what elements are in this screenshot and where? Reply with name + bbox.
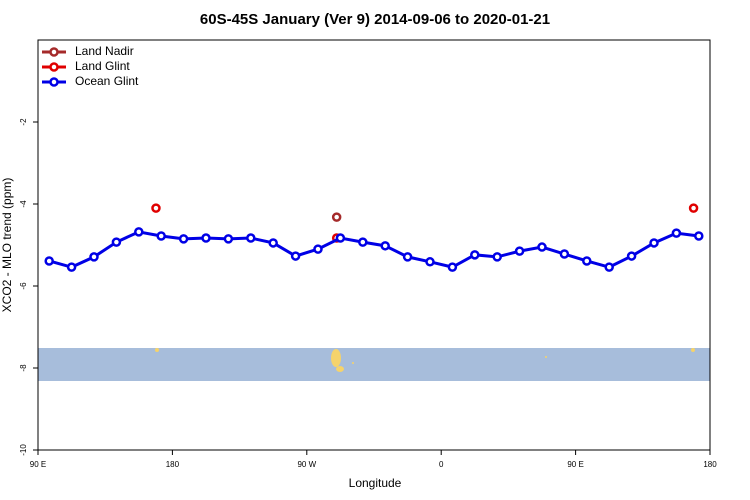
x-tick-label: 180 <box>166 460 180 469</box>
point <box>358 237 368 247</box>
x-tick-label: 0 <box>439 460 444 469</box>
legend-marker <box>49 62 59 72</box>
point <box>447 262 458 272</box>
point <box>559 249 570 259</box>
map-band <box>38 348 710 381</box>
point <box>290 251 301 261</box>
point <box>492 252 502 262</box>
point <box>246 233 256 243</box>
x-tick-label: 90 W <box>297 460 316 469</box>
y-tick-label: -4 <box>19 200 28 208</box>
y-axis-label: XCO2 - MLO trend (ppm) <box>0 178 14 313</box>
point <box>582 256 592 266</box>
legend-label: Land Nadir <box>75 44 134 58</box>
point <box>688 203 699 213</box>
y-tick-label: -10 <box>19 444 28 456</box>
point <box>313 244 323 254</box>
point <box>156 231 166 241</box>
point <box>626 251 637 261</box>
x-tick-label: 90 E <box>30 460 46 469</box>
point <box>331 212 342 222</box>
point <box>151 203 161 213</box>
point <box>537 242 547 252</box>
point <box>111 237 122 247</box>
chart-title: 60S-45S January (Ver 9) 2014-09-06 to 20… <box>200 11 550 28</box>
legend-marker <box>49 77 59 87</box>
point <box>335 233 346 243</box>
point <box>694 231 704 241</box>
point <box>44 256 54 266</box>
point <box>514 246 525 256</box>
plot-frame <box>37 39 711 451</box>
point <box>649 238 659 248</box>
point <box>402 252 413 262</box>
point <box>604 262 614 272</box>
x-tick-label: 90 E <box>567 460 583 469</box>
y-tick-label: -6 <box>19 282 28 290</box>
point <box>89 252 99 262</box>
point <box>178 234 189 244</box>
point <box>201 233 211 243</box>
point <box>268 238 278 248</box>
point <box>223 234 234 244</box>
y-tick-label: -8 <box>19 364 28 372</box>
y-tick-label: -2 <box>19 118 28 126</box>
point <box>66 262 77 272</box>
x-axis-label: Longitude <box>349 476 402 490</box>
point <box>425 257 435 267</box>
legend-label: Land Glint <box>75 59 130 73</box>
series-line <box>48 230 699 269</box>
point <box>380 241 390 251</box>
x-tick-label: 180 <box>703 460 717 469</box>
legend-label: Ocean Glint <box>75 74 139 88</box>
point <box>671 228 682 238</box>
point <box>470 250 480 260</box>
point <box>134 227 144 237</box>
legend-marker <box>49 47 59 57</box>
